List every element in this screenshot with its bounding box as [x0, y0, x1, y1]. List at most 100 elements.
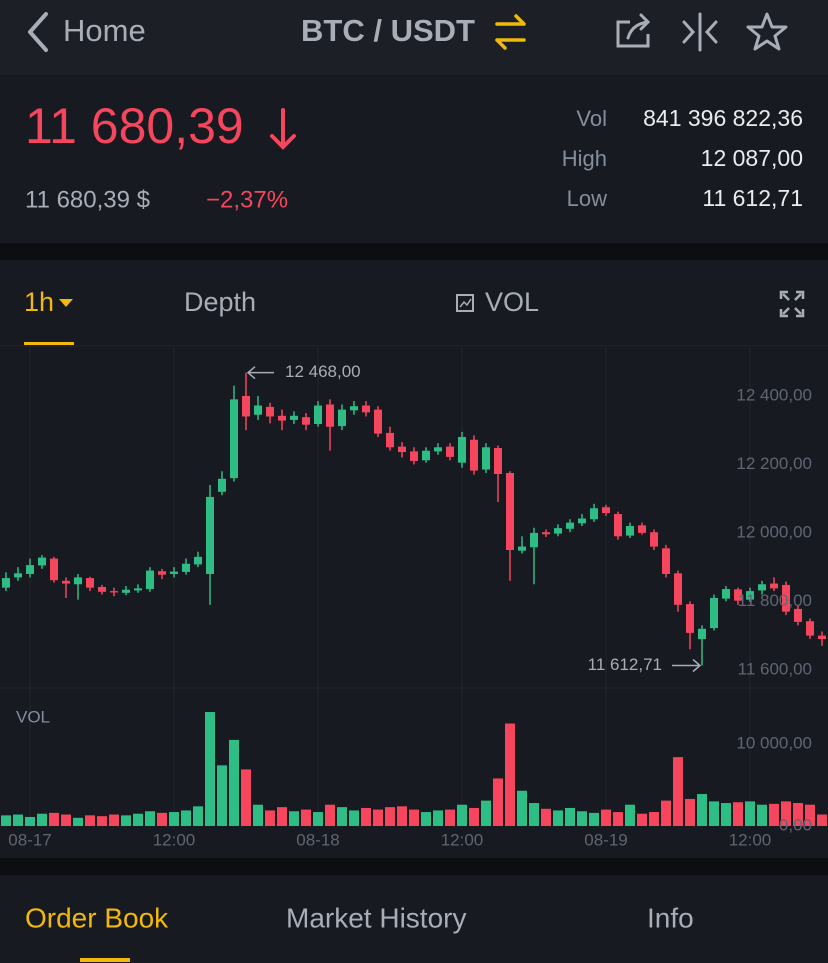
volume-bar [541, 808, 551, 826]
volume-bar [229, 739, 239, 826]
interval-tab[interactable]: 1h [24, 287, 74, 345]
candle-body [518, 546, 526, 551]
volume-bar [397, 806, 407, 826]
candle-body [482, 447, 490, 470]
candle-body [206, 496, 214, 574]
caret-icon [59, 299, 73, 307]
candle-body [494, 447, 502, 475]
vol-tab[interactable]: VOL [485, 287, 539, 317]
volume-bar [97, 816, 107, 826]
candle-body [62, 580, 70, 584]
stat-label: Low [567, 186, 607, 211]
candle-body [326, 404, 334, 427]
volume-bar [73, 817, 83, 826]
candle-body [662, 548, 670, 574]
candle-body [674, 573, 682, 605]
swap-icon[interactable] [495, 14, 526, 50]
volume-bar [301, 809, 311, 826]
favorite-icon[interactable] [746, 12, 788, 51]
volume-bar [289, 811, 299, 826]
candle-body [818, 635, 826, 640]
volume-bar [505, 723, 515, 826]
back-label[interactable]: Home [63, 13, 146, 48]
volume-bar [517, 790, 527, 826]
volume-bar [649, 812, 659, 826]
volume-bar [385, 807, 395, 826]
candle-body [74, 577, 82, 585]
candle-body [710, 597, 718, 629]
depth-tab[interactable]: Depth [184, 287, 256, 317]
candle-body [86, 578, 94, 588]
bottom-tab[interactable]: Info [647, 902, 694, 933]
bottom-tab-active[interactable]: Order Book [25, 902, 169, 933]
x-tick-label: 12:00 [441, 830, 484, 849]
candle-body [746, 591, 754, 600]
candle-body [542, 532, 550, 535]
stat-label: High [562, 146, 607, 171]
down-arrow-icon [270, 108, 296, 150]
volume-bar [601, 809, 611, 826]
volume-bar [709, 801, 719, 826]
volume-bar [493, 778, 503, 826]
volume-bar [793, 803, 803, 826]
fullscreen-icon[interactable] [779, 290, 805, 318]
candle-body [230, 399, 238, 479]
x-tick-label: 08-19 [584, 830, 627, 849]
candle-body [530, 532, 538, 548]
volume-bar [433, 810, 443, 826]
chart-panel [0, 260, 828, 858]
candle-body [590, 508, 598, 520]
vol-toggle[interactable]: VOL [456, 287, 539, 317]
bottom-tab[interactable]: Market History [286, 902, 466, 933]
active-underline [24, 342, 74, 345]
compare-icon[interactable] [682, 12, 718, 52]
x-tick-label: 12:00 [729, 830, 772, 849]
annotation-label: 11 612,71 [588, 655, 662, 674]
y-tick-label: 11 800,00 [738, 591, 812, 610]
interval-label[interactable]: 1h [24, 287, 54, 317]
stat-label: Vol [576, 106, 607, 131]
volume-bar [625, 804, 635, 826]
candle-body [350, 406, 358, 411]
volume-bar [613, 812, 623, 826]
candle-body [218, 478, 226, 492]
candle-body [698, 628, 706, 640]
candle-body [14, 573, 22, 578]
last-price: 11 680,39 [25, 98, 244, 154]
candle-body [314, 405, 322, 425]
volume-bar [133, 813, 143, 826]
candle-body [122, 589, 130, 593]
back-button[interactable]: Home [28, 12, 146, 52]
volume-bar [181, 810, 191, 826]
volume-bar [265, 810, 275, 826]
volume-bar [241, 769, 251, 826]
share-icon[interactable] [616, 13, 651, 48]
volume-bar [553, 810, 563, 826]
candle-body [434, 447, 442, 452]
volume-bar [217, 765, 227, 826]
volume-bar [277, 807, 287, 826]
y-tick-label: 12 000,00 [736, 522, 812, 541]
candle-body [50, 558, 58, 581]
back-icon [28, 12, 48, 52]
check-line [459, 298, 472, 308]
candle-body [638, 525, 646, 533]
volume-bar [445, 809, 455, 826]
volume-bar [325, 804, 335, 826]
candle-body [578, 518, 586, 524]
candle-body [38, 557, 46, 566]
stats: Vol 841 396 822,36 High 12 087,00 Low 11 612,… [562, 105, 803, 211]
candle-body [734, 589, 742, 601]
x-tick-label: 12:00 [153, 830, 196, 849]
volume-bar [49, 812, 59, 826]
candle-body [158, 571, 166, 575]
candlestick-chart: 08-17 12:00 08-18 12:00 08-19 12:00 11 600,00 1… [0, 348, 828, 849]
volume-bar [745, 801, 755, 826]
volume-bar [361, 807, 371, 826]
candle-body [626, 526, 634, 536]
volume-bar [661, 800, 671, 826]
volume-bar [589, 812, 599, 826]
y2-tick-label: 0,00 [779, 815, 812, 834]
candle-body [470, 439, 478, 471]
candle-body [98, 586, 106, 592]
